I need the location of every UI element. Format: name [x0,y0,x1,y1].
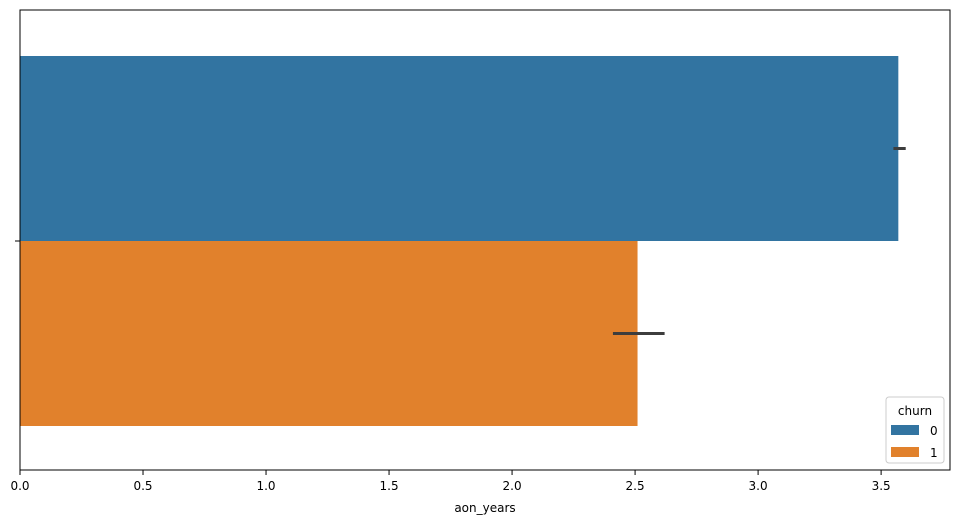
legend-swatch-1 [891,447,919,457]
x-tick-label: 2.5 [626,479,645,493]
x-tick-label: 3.0 [749,479,768,493]
x-tick-label: 0.5 [133,479,152,493]
x-axis-label: aon_years [454,501,515,515]
legend-swatch-0 [891,425,919,435]
x-tick-label: 3.5 [872,479,891,493]
legend: churn 0 1 [885,396,945,464]
legend-label-1: 1 [930,446,938,460]
bars-group [20,56,899,426]
legend-title: churn [898,404,932,418]
x-tick-label: 1.0 [256,479,275,493]
bar-churn-1 [20,241,638,426]
x-tick-label: 1.5 [380,479,399,493]
plot-frame [19,9,951,471]
x-axis-ticks: 0.0 0.5 1.0 1.5 2.0 2.5 3.0 3.5 [10,470,891,493]
bar-churn-0 [20,56,899,241]
x-tick-label: 2.0 [503,479,522,493]
error-bars-group [612,147,906,335]
x-tick-label: 0.0 [10,479,29,493]
legend-label-0: 0 [930,424,938,438]
